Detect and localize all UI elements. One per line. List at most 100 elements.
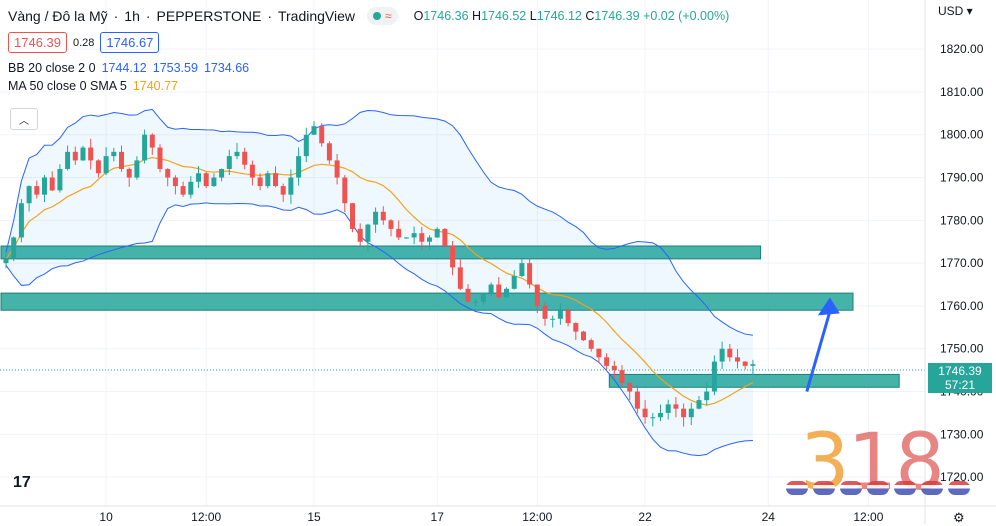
- candle: [342, 175, 348, 213]
- candle: [450, 240, 456, 276]
- candle: [650, 412, 656, 427]
- flag-icon: [813, 481, 835, 495]
- tradingview-logo-icon[interactable]: 17: [13, 474, 31, 491]
- candle: [581, 330, 586, 341]
- candle: [442, 228, 448, 247]
- candle: [111, 147, 117, 162]
- candle: [142, 129, 148, 164]
- candle: [219, 168, 225, 182]
- flag-icon: [894, 481, 916, 495]
- bb-legend[interactable]: BB 20 close 2 0 1744.12 1753.59 1734.66: [8, 61, 250, 75]
- realtime-icon: ≈: [385, 9, 392, 23]
- candle: [211, 173, 217, 187]
- ohlc-values: O1746.36 H1746.52 L1746.12 C1746.39 +0.0…: [413, 9, 730, 23]
- candle: [42, 174, 47, 203]
- bb-upper-line: [5, 108, 753, 336]
- market-status-badge[interactable]: ≈: [367, 7, 398, 25]
- candle: [165, 168, 171, 187]
- candle: [249, 160, 255, 186]
- broker: PEPPERSTONE: [156, 8, 262, 24]
- arrow-head: [817, 297, 840, 316]
- candle: [126, 167, 132, 187]
- candle: [265, 170, 271, 189]
- time-tick-label: 12:00: [853, 510, 883, 524]
- price-tick-label: 1790.00: [940, 171, 984, 185]
- zone-rect: [0, 245, 762, 260]
- watermark-flags: [786, 481, 970, 495]
- candle: [588, 338, 594, 352]
- zone-rect: [608, 373, 900, 388]
- candle: [326, 141, 332, 165]
- ma-line: [5, 156, 754, 406]
- flag-icon: [840, 481, 862, 495]
- spread-value: 0.28: [73, 36, 95, 49]
- candle: [373, 207, 379, 233]
- candle: [711, 355, 717, 396]
- candle: [380, 206, 386, 225]
- candle: [18, 199, 24, 243]
- candle: [234, 142, 240, 160]
- candle: [619, 365, 625, 387]
- candle: [49, 171, 55, 192]
- candle: [504, 287, 509, 298]
- time-tick-label: 15: [307, 510, 321, 524]
- price-tick-label: 1760.00: [940, 299, 984, 313]
- candle: [311, 120, 317, 135]
- candlesticks: [3, 120, 756, 427]
- candle: [11, 236, 17, 262]
- candle: [534, 284, 540, 314]
- support-resistance-zones: [0, 245, 900, 388]
- candle: [742, 361, 748, 370]
- sell-price-button[interactable]: 1746.39: [8, 32, 67, 53]
- buy-price-button[interactable]: 1746.67: [100, 32, 160, 53]
- time-tick-label: 24: [762, 510, 776, 524]
- collapse-legend-button[interactable]: ︿: [10, 108, 38, 130]
- candle: [627, 381, 633, 401]
- forecast-arrow: [805, 297, 840, 392]
- candle: [573, 322, 579, 340]
- currency-selector[interactable]: USD ▾: [938, 4, 973, 18]
- price-tick-label: 1720.00: [940, 470, 984, 484]
- time-axis: 10 12:00 15 17 12:00 22 24 12:00: [0, 505, 996, 524]
- candle: [365, 223, 371, 252]
- watermark-logo: 318: [800, 418, 945, 508]
- candle: [203, 171, 209, 189]
- platform: TradingView: [277, 8, 356, 24]
- symbol-name[interactable]: Vàng / Đô la Mỹ: [8, 8, 108, 24]
- candle: [403, 237, 409, 239]
- interval[interactable]: 1h: [124, 8, 140, 24]
- price-tick-label: 1800.00: [940, 128, 984, 142]
- price-tick-label: 1810.00: [940, 85, 984, 99]
- flag-icon: [921, 481, 943, 495]
- candle: [172, 175, 178, 195]
- ma-legend[interactable]: MA 50 close 0 SMA 5 1740.77: [8, 79, 178, 93]
- price-tick-label: 1750.00: [940, 342, 984, 356]
- candle: [103, 147, 109, 176]
- candle: [565, 307, 571, 327]
- arrow-shaft: [805, 310, 832, 392]
- candle: [488, 282, 494, 296]
- candle: [727, 344, 733, 362]
- candle: [735, 348, 740, 369]
- settings-gear-icon[interactable]: ⚙: [953, 510, 965, 525]
- candle: [303, 127, 309, 163]
- candle: [288, 169, 294, 204]
- candle: [396, 220, 402, 240]
- candle: [473, 299, 479, 307]
- chart-legend: Vàng / Đô la Mỹ · 1h · PEPPERSTONE · Tra…: [8, 7, 730, 93]
- price-tick-label: 1730.00: [940, 427, 984, 441]
- candle: [357, 223, 363, 246]
- candle: [550, 315, 556, 328]
- flag-icon: [786, 481, 808, 495]
- candle: [257, 173, 263, 191]
- candle: [465, 284, 471, 303]
- candle: [480, 292, 486, 306]
- candle: [180, 181, 186, 197]
- flag-icon: [948, 481, 970, 495]
- time-tick-label: 12:00: [522, 510, 552, 524]
- candle: [65, 145, 71, 171]
- candle: [665, 399, 671, 420]
- candle: [3, 254, 9, 269]
- candle: [642, 400, 648, 424]
